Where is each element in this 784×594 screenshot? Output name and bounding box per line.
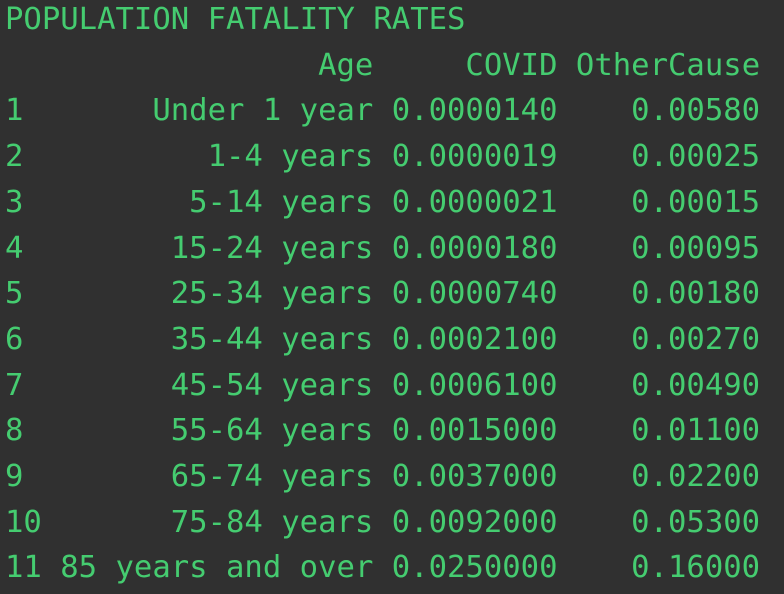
cell: 65-74 years xyxy=(170,459,374,494)
cell: 0.0000140 xyxy=(391,93,558,129)
cell: 0.16000 xyxy=(631,550,761,586)
cell: 0.0000021 xyxy=(391,184,558,220)
cell: 8 xyxy=(5,413,24,449)
cell: 0.02200 xyxy=(631,459,761,494)
cell: 4 xyxy=(5,230,24,266)
title: POPULATION FATALITY RATES xyxy=(5,2,466,37)
cell: 0.0250000 xyxy=(391,550,558,586)
table-row: 8 55-64 years 0.0015000 0.01100 xyxy=(5,408,760,454)
cell: 0.05300 xyxy=(631,504,761,540)
column-header: Age xyxy=(318,47,374,83)
header-row: Age COVID OtherCause xyxy=(5,43,760,89)
cell: 1 xyxy=(5,93,24,129)
cell: 0.0037000 xyxy=(391,459,558,494)
cell: 0.0000019 xyxy=(391,139,558,175)
title-line: POPULATION FATALITY RATES xyxy=(5,0,465,43)
cell: Under 1 year xyxy=(152,93,374,129)
table-row: 5 25-34 years 0.0000740 0.00180 xyxy=(5,271,760,317)
table-row: 4 15-24 years 0.0000180 0.00095 xyxy=(5,226,760,272)
table-row: 1 Under 1 year 0.0000140 0.00580 xyxy=(5,88,760,134)
cell: 45-54 years xyxy=(170,367,374,403)
cell: 0.00270 xyxy=(631,321,761,357)
cell: 85 years and over xyxy=(60,550,374,586)
cell: 55-64 years xyxy=(170,413,374,449)
table-row: 10 75-84 years 0.0092000 0.05300 xyxy=(5,500,760,546)
cell: 3 xyxy=(5,184,24,220)
cell: 0.0092000 xyxy=(391,504,558,540)
cell: 1-4 years xyxy=(207,139,374,175)
cell: 0.00180 xyxy=(631,276,761,312)
cell: 75-84 years xyxy=(170,504,374,540)
cell: 0.00490 xyxy=(631,367,761,403)
cell: 0.0000180 xyxy=(391,230,558,266)
cell: 0.00580 xyxy=(631,93,761,129)
table-row: 2 1-4 years 0.0000019 0.00025 xyxy=(5,134,760,180)
cell: 5-14 years xyxy=(189,184,374,220)
cell: 0.00095 xyxy=(631,230,761,266)
cell: 6 xyxy=(5,321,24,357)
cell: 2 xyxy=(5,139,24,175)
cell: 35-44 years xyxy=(170,321,374,357)
cell: 15-24 years xyxy=(170,230,374,266)
table-row: 3 5-14 years 0.0000021 0.00015 xyxy=(5,180,760,226)
cell: 0.01100 xyxy=(631,413,761,449)
cell: 7 xyxy=(5,367,24,403)
cell: 0.0000740 xyxy=(391,276,558,312)
cell: 5 xyxy=(5,276,24,312)
cell: 10 xyxy=(5,504,42,540)
table-row: 6 35-44 years 0.0002100 0.00270 xyxy=(5,317,760,363)
cell: 0.0006100 xyxy=(391,367,558,403)
cell: 0.0015000 xyxy=(391,413,558,449)
cell: 11 xyxy=(5,550,42,586)
table-row: 11 85 years and over 0.0250000 0.16000 xyxy=(5,545,760,591)
cell: 0.00015 xyxy=(631,184,761,220)
column-header: OtherCause xyxy=(575,47,761,83)
cell: 25-34 years xyxy=(170,276,374,312)
column-header: COVID xyxy=(465,47,558,83)
cell: 9 xyxy=(5,459,24,494)
cell: 0.00025 xyxy=(631,139,761,175)
table-row: 7 45-54 years 0.0006100 0.00490 xyxy=(5,363,760,409)
cell: 0.0002100 xyxy=(391,321,558,357)
table-row: 9 65-74 years 0.0037000 0.02200 xyxy=(5,454,760,500)
